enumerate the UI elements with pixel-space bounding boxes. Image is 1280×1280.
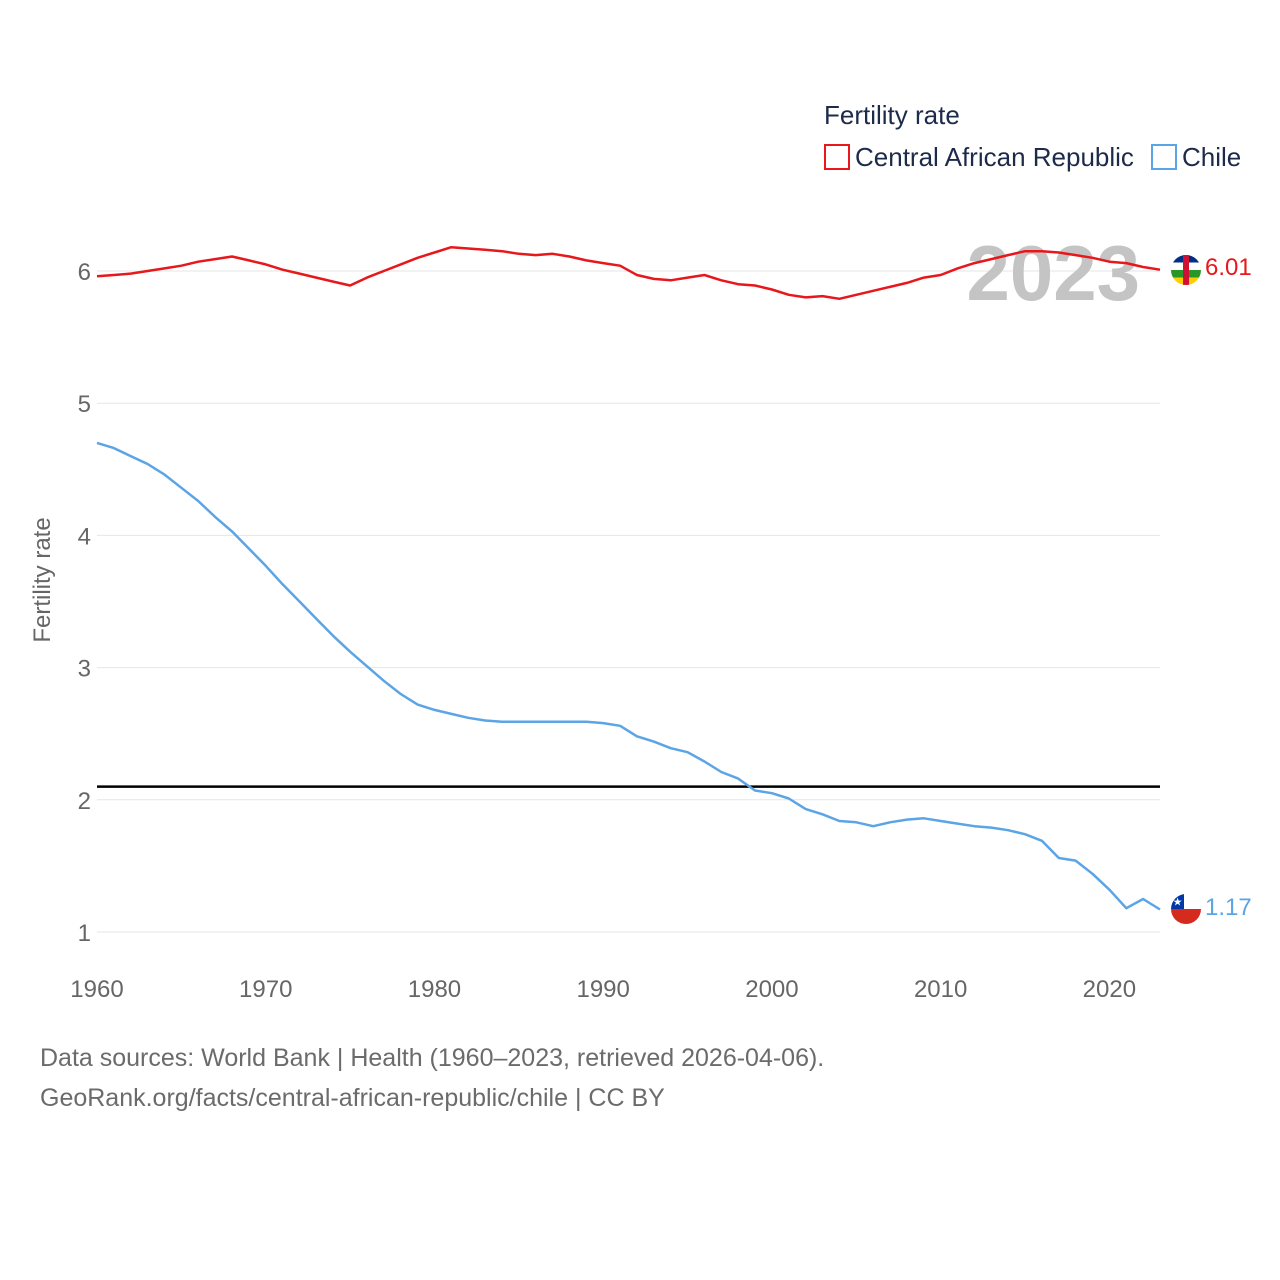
legend-label-car[interactable]: Central African Republic xyxy=(855,142,1134,172)
footer-sources: Data sources: World Bank | Health (1960–… xyxy=(40,1044,825,1072)
y-tick-label: 3 xyxy=(78,656,91,683)
y-axis-title: Fertility rate xyxy=(29,517,56,642)
x-tick-label: 2000 xyxy=(745,976,798,1003)
y-axis-ticks: 1 2 3 4 5 6 xyxy=(78,259,91,947)
x-tick-label: 1980 xyxy=(408,976,461,1003)
current-year-label: 2023 xyxy=(966,229,1140,317)
svg-text:★: ★ xyxy=(1173,896,1183,909)
legend-title: Fertility rate xyxy=(824,100,960,130)
series-lines xyxy=(96,245,1161,911)
gridlines xyxy=(97,270,1160,933)
chile-flag-icon: ★ xyxy=(1171,894,1201,924)
footer-attribution: GeoRank.org/facts/central-african-republ… xyxy=(40,1084,665,1112)
car-end-value-label: 6.01 xyxy=(1205,254,1252,281)
x-tick-label: 2020 xyxy=(1083,976,1136,1003)
end-markers: ★ 6.01 1.17 xyxy=(1171,254,1252,924)
y-tick-label: 5 xyxy=(78,391,91,418)
y-tick-label: 4 xyxy=(78,523,91,550)
y-tick-label: 6 xyxy=(78,259,91,286)
legend: Fertility rate Central African Republic … xyxy=(824,100,1241,172)
x-tick-label: 1970 xyxy=(239,976,292,1003)
x-tick-label: 1960 xyxy=(70,976,123,1003)
x-tick-label: 1990 xyxy=(576,976,629,1003)
legend-label-chile[interactable]: Chile xyxy=(1182,142,1241,172)
y-tick-label: 2 xyxy=(78,788,91,815)
legend-swatch-chile[interactable] xyxy=(1151,144,1177,170)
x-tick-label: 2010 xyxy=(914,976,967,1003)
car-flag-icon xyxy=(1171,255,1201,285)
x-axis-ticks: 1960 1970 1980 1990 2000 2010 2020 xyxy=(70,976,1136,1003)
y-tick-label: 1 xyxy=(78,920,91,947)
chile-end-value-label: 1.17 xyxy=(1205,894,1252,921)
series-line-car xyxy=(96,245,1161,301)
legend-swatch-car[interactable] xyxy=(824,144,850,170)
series-line-chile xyxy=(96,441,1161,911)
